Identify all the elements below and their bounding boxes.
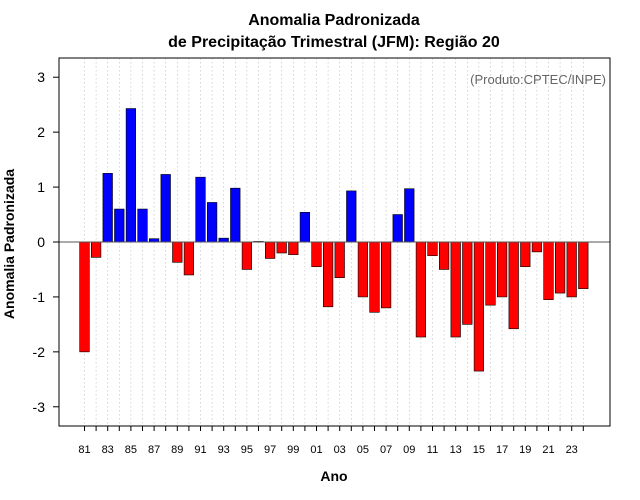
y-tick-label: 0 bbox=[37, 234, 45, 250]
bar-20 bbox=[532, 242, 542, 252]
bar-83 bbox=[103, 173, 113, 242]
bar-15 bbox=[474, 242, 484, 371]
bar-05 bbox=[358, 242, 368, 297]
bar-12 bbox=[439, 242, 449, 269]
bar-11 bbox=[428, 242, 438, 256]
bar-08 bbox=[393, 215, 403, 242]
x-tick-label: 17 bbox=[496, 444, 508, 456]
bar-10 bbox=[416, 242, 426, 337]
chart-title-line2: de Precipitação Trimestral (JFM): Região… bbox=[168, 34, 500, 51]
bar-19 bbox=[521, 242, 531, 267]
bar-13 bbox=[451, 242, 461, 337]
x-tick-label: 19 bbox=[519, 444, 531, 456]
bars-group bbox=[80, 109, 588, 372]
bar-16 bbox=[486, 242, 496, 305]
x-tick-label: 13 bbox=[450, 444, 462, 456]
bar-82 bbox=[91, 242, 101, 257]
bar-14 bbox=[463, 242, 473, 324]
bar-84 bbox=[115, 209, 125, 242]
y-tick-label: 2 bbox=[37, 124, 45, 140]
bar-03 bbox=[335, 242, 345, 278]
bar-85 bbox=[126, 109, 136, 242]
bar-21 bbox=[544, 242, 554, 300]
bar-06 bbox=[370, 242, 380, 312]
bar-02 bbox=[323, 242, 333, 307]
x-tick-label: 97 bbox=[264, 444, 276, 456]
bar-07 bbox=[381, 242, 391, 308]
product-credit: (Produto:CPTEC/INPE) bbox=[470, 72, 606, 87]
x-tick-label: 89 bbox=[171, 444, 183, 456]
chart-title-line1: Anomalia Padronizada bbox=[248, 12, 420, 29]
bar-95 bbox=[242, 242, 252, 269]
bar-97 bbox=[265, 242, 275, 258]
y-tick-label: 1 bbox=[37, 179, 45, 195]
x-tick-label: 09 bbox=[403, 444, 415, 456]
bar-86 bbox=[138, 209, 148, 242]
bar-98 bbox=[277, 242, 287, 253]
x-tick-label: 03 bbox=[334, 444, 346, 456]
y-tick-label: 3 bbox=[37, 69, 45, 85]
x-tick-label: 87 bbox=[148, 444, 160, 456]
bar-23 bbox=[567, 242, 577, 297]
x-tick-label: 93 bbox=[218, 444, 230, 456]
x-tick-label: 83 bbox=[102, 444, 114, 456]
x-tick-label: 85 bbox=[125, 444, 137, 456]
x-tick-label: 23 bbox=[566, 444, 578, 456]
anomaly-bar-chart: Anomalia Padronizada de Precipitação Tri… bbox=[0, 0, 640, 500]
bar-01 bbox=[312, 242, 322, 267]
bar-18 bbox=[509, 242, 519, 329]
bar-04 bbox=[347, 191, 357, 242]
bar-00 bbox=[300, 212, 310, 242]
bar-90 bbox=[184, 242, 194, 275]
y-tick-label: -1 bbox=[33, 289, 46, 305]
x-tick-label: 99 bbox=[287, 444, 299, 456]
x-tick-label: 15 bbox=[473, 444, 485, 456]
bar-81 bbox=[80, 242, 90, 352]
x-tick-label: 11 bbox=[427, 444, 438, 456]
bar-22 bbox=[555, 242, 565, 293]
x-tick-label: 07 bbox=[380, 444, 392, 456]
x-tick-label: 95 bbox=[241, 444, 253, 456]
bar-94 bbox=[231, 188, 241, 242]
x-axis-label: Ano bbox=[320, 468, 347, 484]
x-axis: 81 83 85 87 89 91 93 95 97 99 01 03 05 07 09 11 13 15 17 19… bbox=[78, 426, 583, 456]
x-tick-label: 05 bbox=[357, 444, 369, 456]
bar-99 bbox=[289, 242, 299, 255]
y-tick-label: -3 bbox=[33, 399, 46, 415]
bar-91 bbox=[196, 177, 206, 242]
bar-93 bbox=[219, 238, 229, 242]
bar-24 bbox=[579, 242, 589, 289]
x-tick-label: 21 bbox=[542, 444, 554, 456]
bar-89 bbox=[173, 242, 183, 262]
x-tick-label: 81 bbox=[78, 444, 90, 456]
x-tick-label: 01 bbox=[310, 444, 322, 456]
y-tick-label: -2 bbox=[33, 344, 46, 360]
y-axis: -3 -2 -1 0 1 2 3 bbox=[33, 69, 59, 415]
x-tick-label: 91 bbox=[194, 444, 206, 456]
bar-92 bbox=[207, 202, 217, 242]
bar-09 bbox=[405, 189, 415, 242]
bar-88 bbox=[161, 174, 171, 242]
bar-17 bbox=[497, 242, 507, 297]
y-axis-label: Anomalia Padronizada bbox=[1, 169, 17, 319]
